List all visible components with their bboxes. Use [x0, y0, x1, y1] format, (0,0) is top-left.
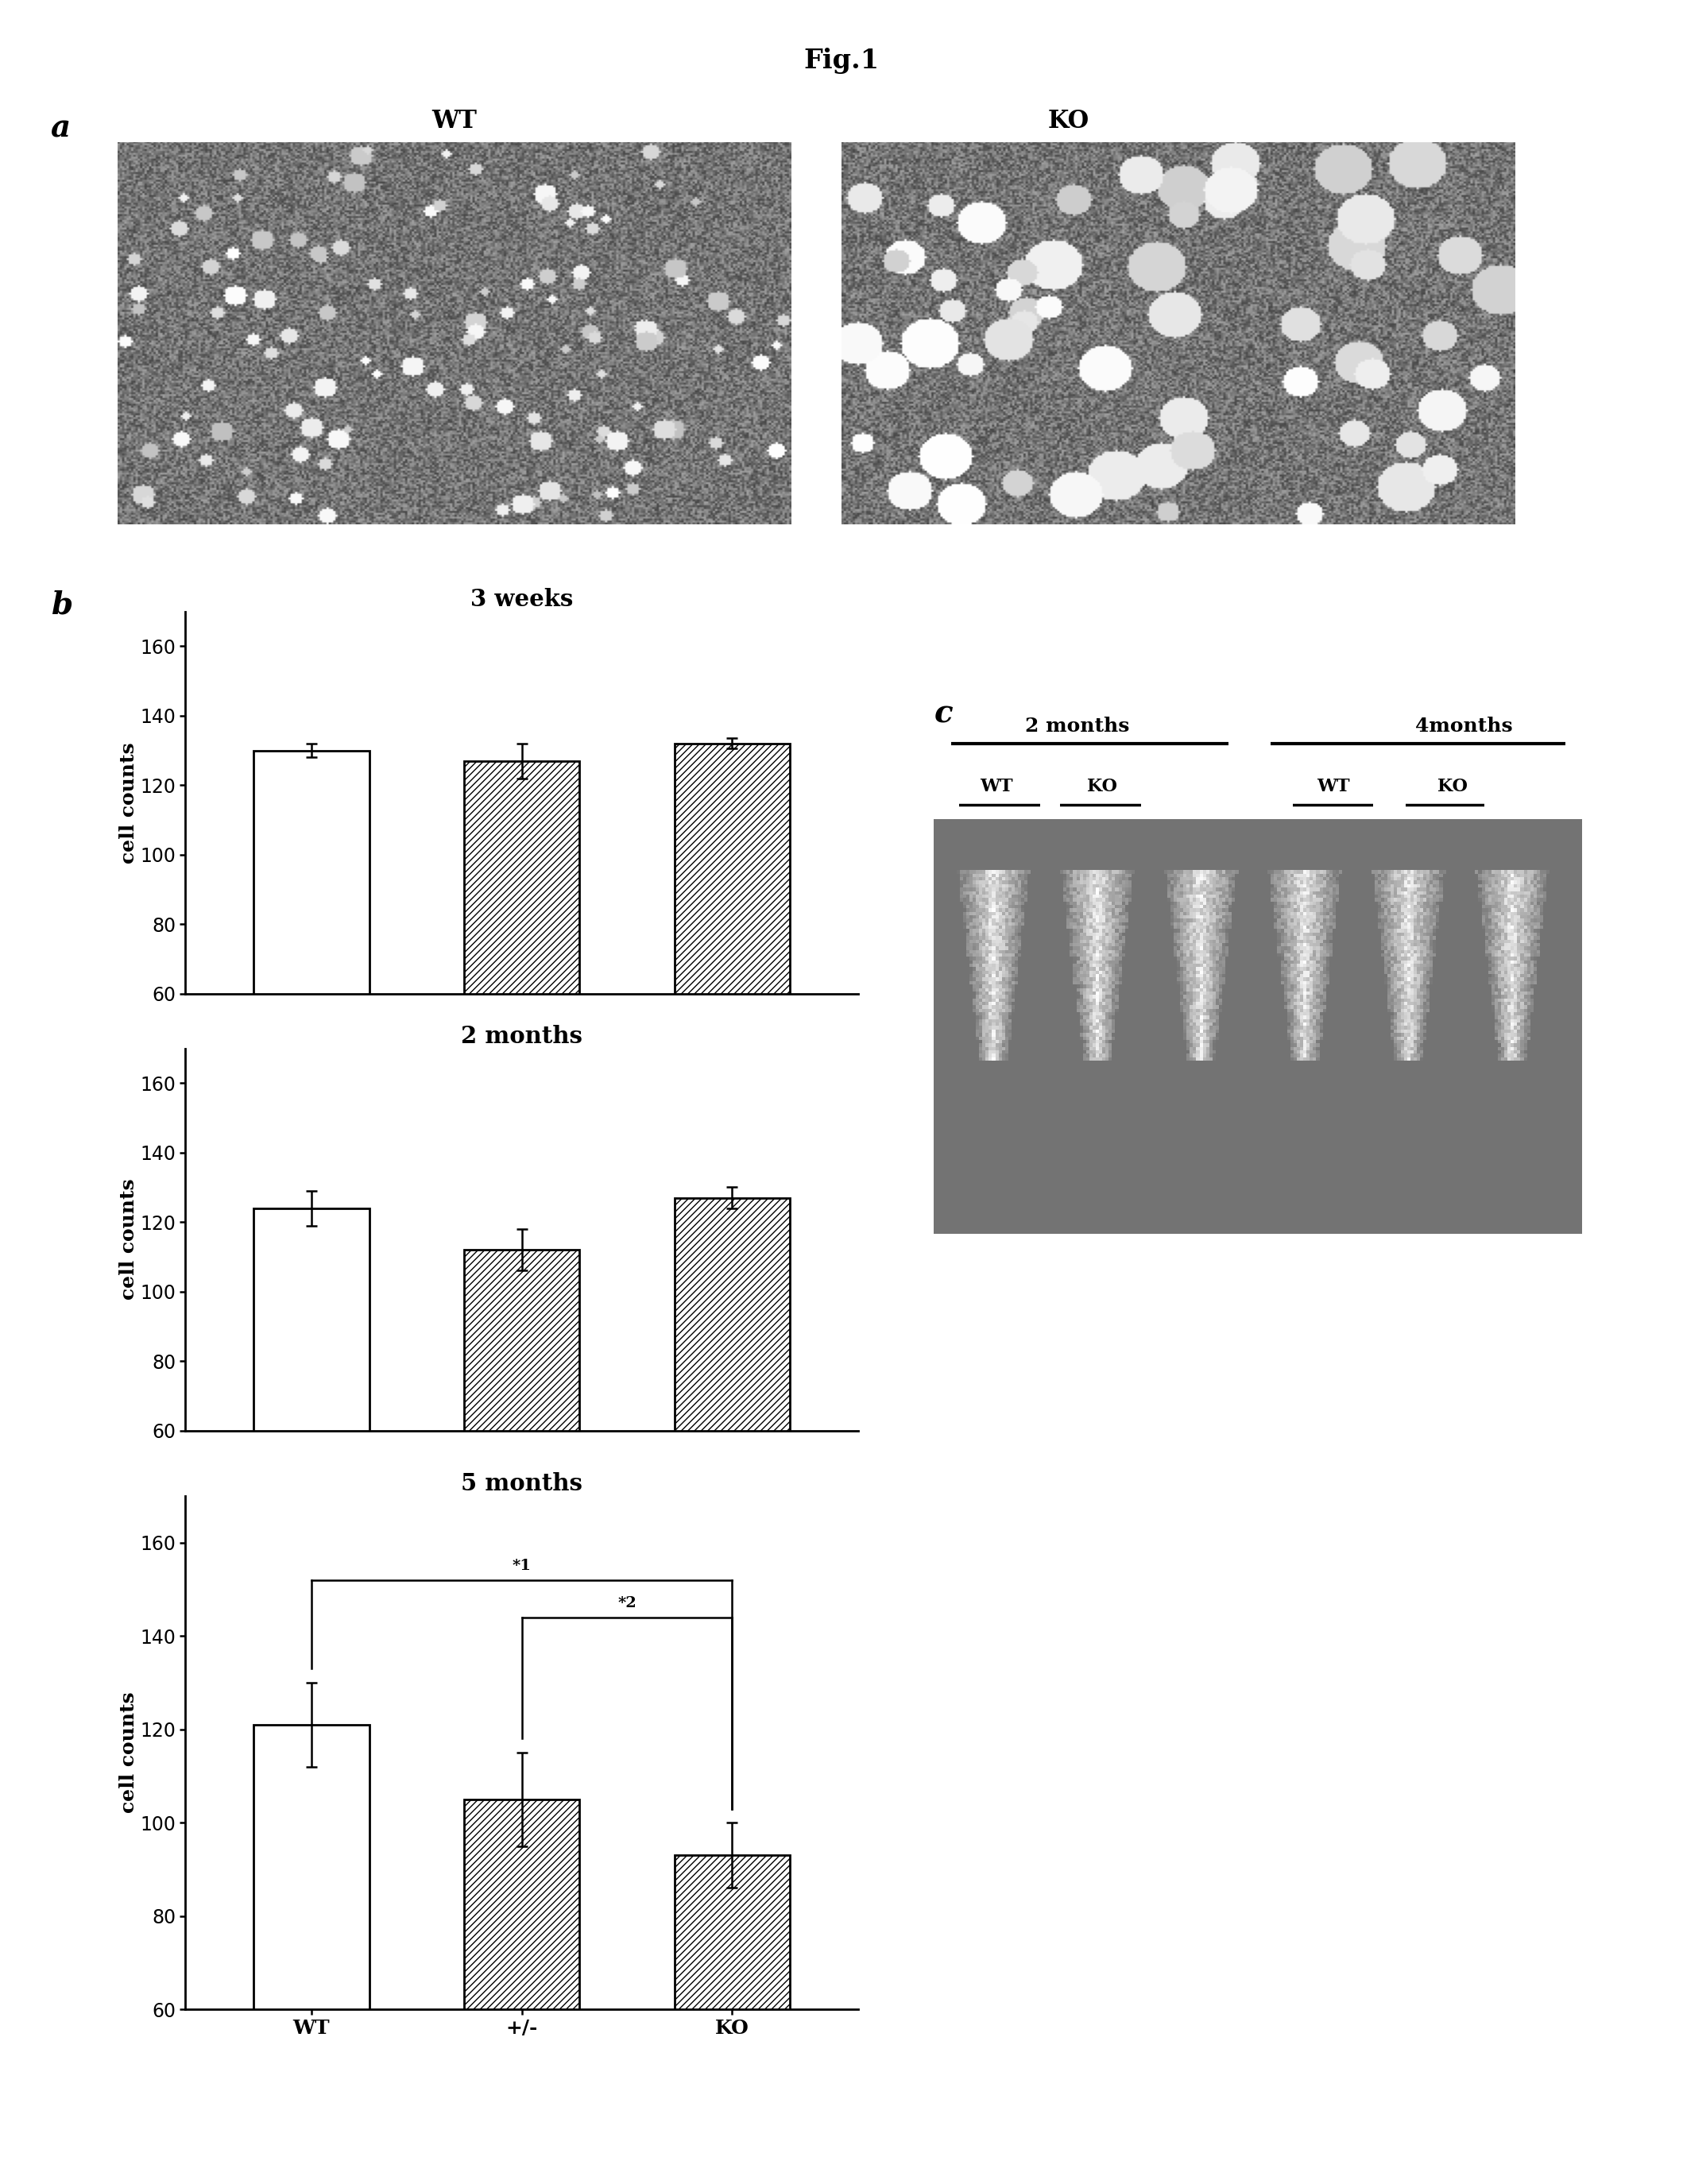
Y-axis label: cell counts: cell counts — [119, 743, 138, 863]
Text: 4months: 4months — [1415, 716, 1513, 736]
Bar — [465, 760, 579, 994]
Bar — [465, 1800, 579, 2009]
Bar — [254, 1725, 369, 2009]
Title: 5 months: 5 months — [461, 1472, 582, 1496]
Text: 2 months: 2 months — [1025, 716, 1129, 736]
Y-axis label: cell counts: cell counts — [119, 1693, 138, 1813]
Text: c: c — [934, 699, 953, 729]
Text: b: b — [50, 590, 72, 620]
Bar — [675, 1854, 789, 2009]
Text: KO: KO — [1087, 778, 1118, 795]
Bar — [254, 751, 369, 994]
Title: 3 weeks: 3 weeks — [470, 587, 574, 612]
Text: *1: *1 — [512, 1559, 532, 1572]
Text: KO: KO — [1437, 778, 1468, 795]
Bar — [254, 1208, 369, 1431]
Text: a: a — [50, 114, 71, 144]
Text: *2: *2 — [618, 1597, 636, 1610]
Text: KO: KO — [1049, 109, 1089, 133]
Text: WT: WT — [980, 778, 1013, 795]
Text: WT: WT — [433, 109, 476, 133]
Text: WT: WT — [1316, 778, 1350, 795]
Bar — [675, 1197, 789, 1431]
Y-axis label: cell counts: cell counts — [119, 1179, 138, 1299]
Bar — [675, 743, 789, 994]
Title: 2 months: 2 months — [461, 1024, 582, 1048]
Bar — [465, 1249, 579, 1431]
Text: Fig.1: Fig.1 — [804, 48, 879, 74]
